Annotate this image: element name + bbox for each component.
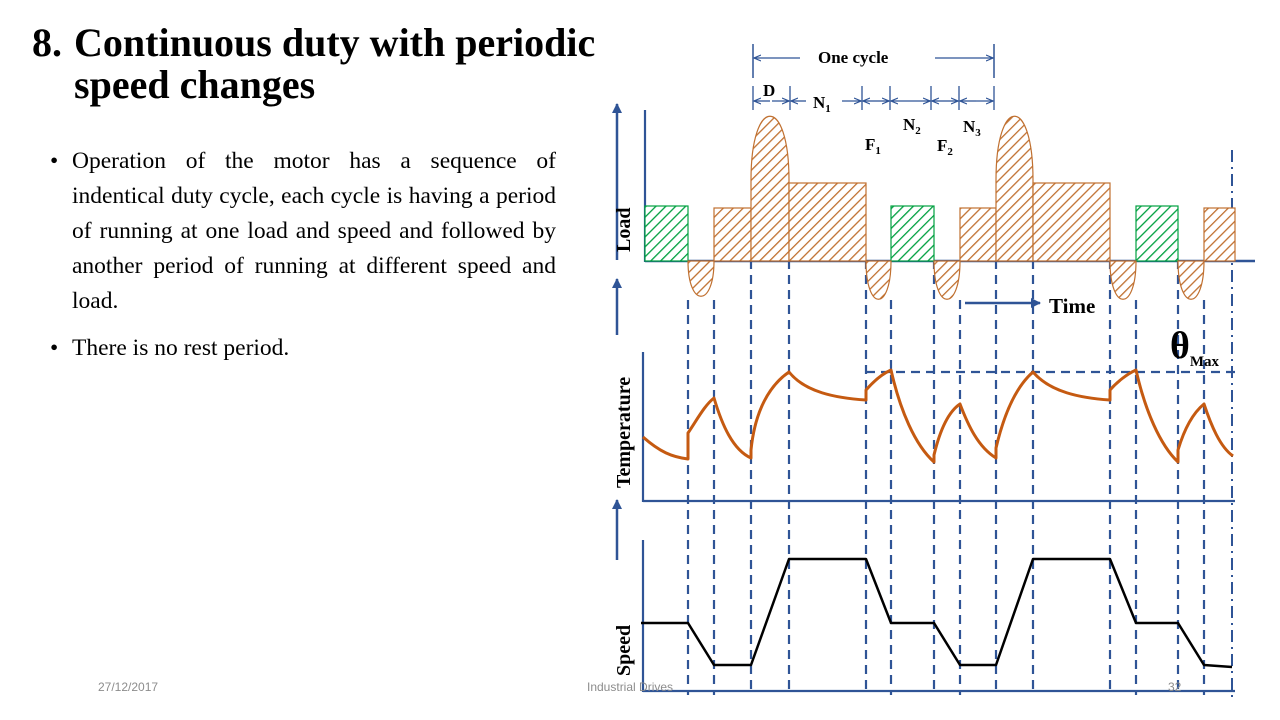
load-block-green bbox=[644, 205, 689, 262]
interval-label-n3: N3 bbox=[963, 117, 981, 139]
bullet-dot-icon: • bbox=[50, 148, 59, 174]
theta-max-symbol: θMax bbox=[1170, 325, 1220, 370]
bullet-item: • There is no rest period. bbox=[50, 331, 556, 366]
axis-label-time: Time bbox=[1049, 294, 1095, 318]
interval-label-f1: F1 bbox=[865, 135, 881, 157]
interval-dimensions bbox=[752, 86, 995, 110]
braking-dip bbox=[1177, 260, 1205, 300]
braking-dip bbox=[687, 260, 715, 297]
load-block bbox=[1203, 207, 1236, 262]
axis-label-load: Load bbox=[613, 208, 635, 252]
footer-page-number: 32 bbox=[1168, 680, 1182, 694]
starting-peak bbox=[750, 115, 790, 262]
load-block bbox=[959, 207, 997, 262]
bullet-text: There is no rest period. bbox=[72, 335, 290, 361]
speed-panel bbox=[641, 540, 1235, 693]
interval-label-n2: N2 bbox=[903, 115, 921, 137]
load-block bbox=[713, 207, 752, 262]
bullet-dot-icon: • bbox=[50, 335, 59, 361]
bullet-list: • Operation of the motor has a sequence o… bbox=[50, 144, 556, 378]
theta-symbol: θ bbox=[1170, 325, 1190, 367]
load-block bbox=[788, 182, 867, 262]
braking-dip bbox=[933, 260, 961, 300]
cycle-dimension: One cycle bbox=[752, 44, 995, 78]
one-cycle-label: One cycle bbox=[818, 48, 889, 67]
braking-dip bbox=[865, 260, 892, 300]
axis-label-speed: Speed bbox=[613, 625, 635, 676]
load-block-green bbox=[1135, 205, 1179, 262]
temperature-panel bbox=[641, 352, 1238, 503]
title-line-2: speed changes bbox=[74, 62, 316, 107]
axis-label-temperature: Temperature bbox=[613, 377, 635, 488]
interval-label-f2: F2 bbox=[937, 136, 953, 158]
footer-date: 27/12/2017 bbox=[98, 680, 159, 694]
time-marker-lines bbox=[686, 260, 1206, 695]
bullet-text: Operation of the motor has a sequence of… bbox=[72, 148, 556, 314]
bullet-item: • Operation of the motor has a sequence o… bbox=[50, 144, 556, 319]
load-block-green bbox=[890, 205, 935, 262]
temperature-curve bbox=[642, 368, 1234, 464]
load-panel bbox=[643, 110, 1255, 300]
footer-center-text: Industrial Drives bbox=[587, 680, 674, 694]
title-line-1: Continuous duty with periodic bbox=[74, 20, 596, 65]
starting-peak bbox=[995, 115, 1034, 262]
speed-curve bbox=[641, 557, 1233, 669]
load-block bbox=[1032, 182, 1111, 262]
interval-label-d: D bbox=[763, 81, 775, 100]
theta-subscript: Max bbox=[1190, 354, 1220, 370]
interval-label-n1: N1 bbox=[813, 93, 831, 115]
title-number: 8. bbox=[32, 20, 62, 65]
braking-dip bbox=[1109, 260, 1137, 300]
slide-title: 8. Continuous duty with periodic speed ch… bbox=[32, 22, 672, 106]
